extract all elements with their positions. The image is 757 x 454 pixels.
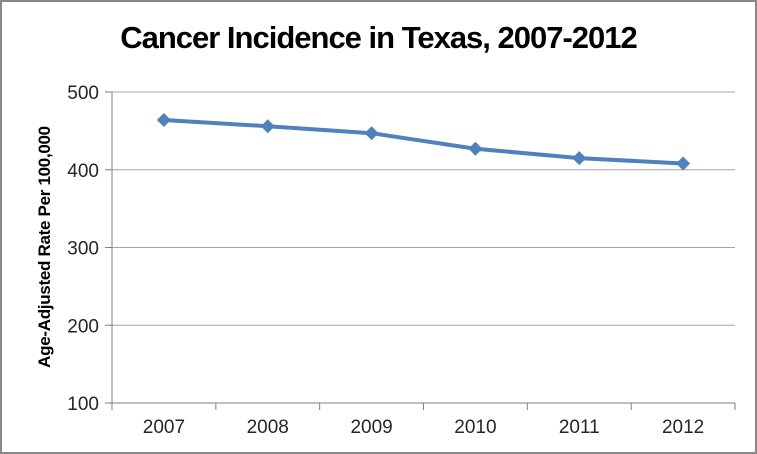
y-tick-label: 400	[67, 161, 99, 182]
data-point-marker	[676, 156, 691, 171]
data-point-marker	[468, 141, 483, 156]
y-axis-title: Age-Adjusted Rate Per 100,000	[35, 126, 54, 368]
data-point-marker	[572, 151, 587, 166]
x-tick-label: 2008	[247, 417, 289, 438]
x-tick-label: 2009	[350, 417, 392, 438]
data-point-marker	[156, 112, 171, 127]
y-tick-label: 100	[67, 394, 99, 415]
x-tick-label: 2011	[559, 417, 600, 438]
y-tick-label: 200	[67, 316, 99, 337]
data-point-marker	[364, 126, 379, 141]
x-tick-label: 2007	[143, 417, 185, 438]
y-tick-label: 500	[67, 83, 99, 104]
data-line	[161, 117, 686, 166]
data-point-marker	[260, 119, 275, 134]
x-tick-label: 2010	[454, 417, 496, 438]
x-tick-label: 2012	[662, 417, 704, 438]
chart-title: Cancer Incidence in Texas, 2007-2012	[120, 20, 638, 55]
y-tick-label: 300	[67, 239, 99, 260]
